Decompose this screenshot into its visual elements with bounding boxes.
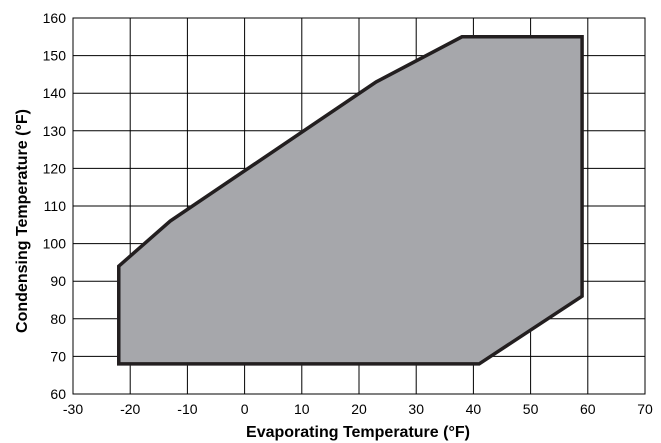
plot-border	[72, 17, 646, 395]
operating-envelope-area	[117, 35, 584, 366]
x-tick-label: -10	[177, 401, 197, 417]
y-tick-labels: 60 70 80 90 100 110 120 130 140 150 160	[43, 10, 67, 402]
x-tick-label: -20	[120, 401, 140, 417]
x-tick-label: 40	[466, 401, 482, 417]
x-tick-label: 70	[637, 401, 653, 417]
plot-frame	[72, 17, 646, 395]
y-tick-label: 150	[43, 48, 67, 64]
y-tick-label: 90	[50, 273, 66, 289]
x-tick-labels: -30 -20 -10 0 10 20 30 40 50 60 70	[63, 401, 653, 417]
x-tick-label: 50	[523, 401, 539, 417]
series-layer	[117, 35, 584, 366]
x-tick-label: 0	[241, 401, 249, 417]
y-tick-label: 80	[50, 311, 66, 327]
y-tick-label: 70	[50, 348, 66, 364]
y-tick-label: 110	[44, 198, 67, 214]
y-tick-label: 120	[43, 160, 67, 176]
y-tick-label: 60	[50, 386, 66, 402]
y-tick-label: 130	[43, 123, 67, 139]
y-tick-label: 100	[43, 236, 67, 252]
y-tick-label: 160	[43, 10, 67, 26]
x-tick-label: 20	[351, 401, 367, 417]
x-tick-label: 60	[580, 401, 596, 417]
y-tick-label: 140	[43, 85, 67, 101]
x-tick-label: -30	[63, 401, 83, 417]
x-axis-title: Evaporating Temperature (°F)	[246, 424, 470, 441]
y-axis-title: Condensing Temperature (°F)	[14, 109, 31, 333]
x-tick-label: 30	[408, 401, 424, 417]
x-tick-label: 10	[294, 401, 310, 417]
